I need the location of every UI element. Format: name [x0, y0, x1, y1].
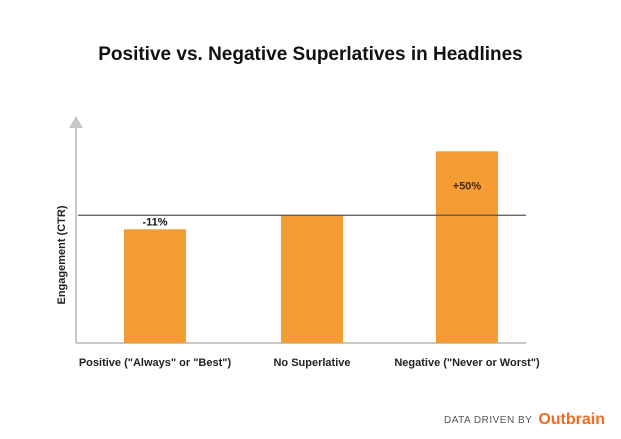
x-tick-label-1: Positive ("Always" or "Best")	[79, 357, 232, 369]
x-tick-label-3: Negative ("Never or Worst")	[394, 357, 540, 369]
bar-1	[124, 229, 186, 343]
data-label-1: -11%	[142, 216, 167, 228]
footer: DATA DRIVEN BY Outbrain	[444, 411, 605, 429]
value-labels: -11% +50%	[142, 180, 481, 228]
data-label-3: +50%	[453, 180, 482, 192]
chart-title: Positive vs. Negative Superlatives in He…	[98, 44, 523, 65]
x-tick-label-2: No Superlative	[273, 357, 350, 369]
bar-3	[436, 151, 498, 343]
x-tick-labels: Positive ("Always" or "Best") No Superlat…	[79, 357, 540, 369]
footer-prefix: DATA DRIVEN BY	[444, 414, 533, 426]
bar-2	[281, 215, 343, 343]
brand-logo: Outbrain	[538, 411, 605, 428]
bars	[124, 151, 498, 343]
y-axis-label: Engagement (CTR)	[56, 205, 68, 304]
y-axis-arrow	[69, 116, 83, 128]
